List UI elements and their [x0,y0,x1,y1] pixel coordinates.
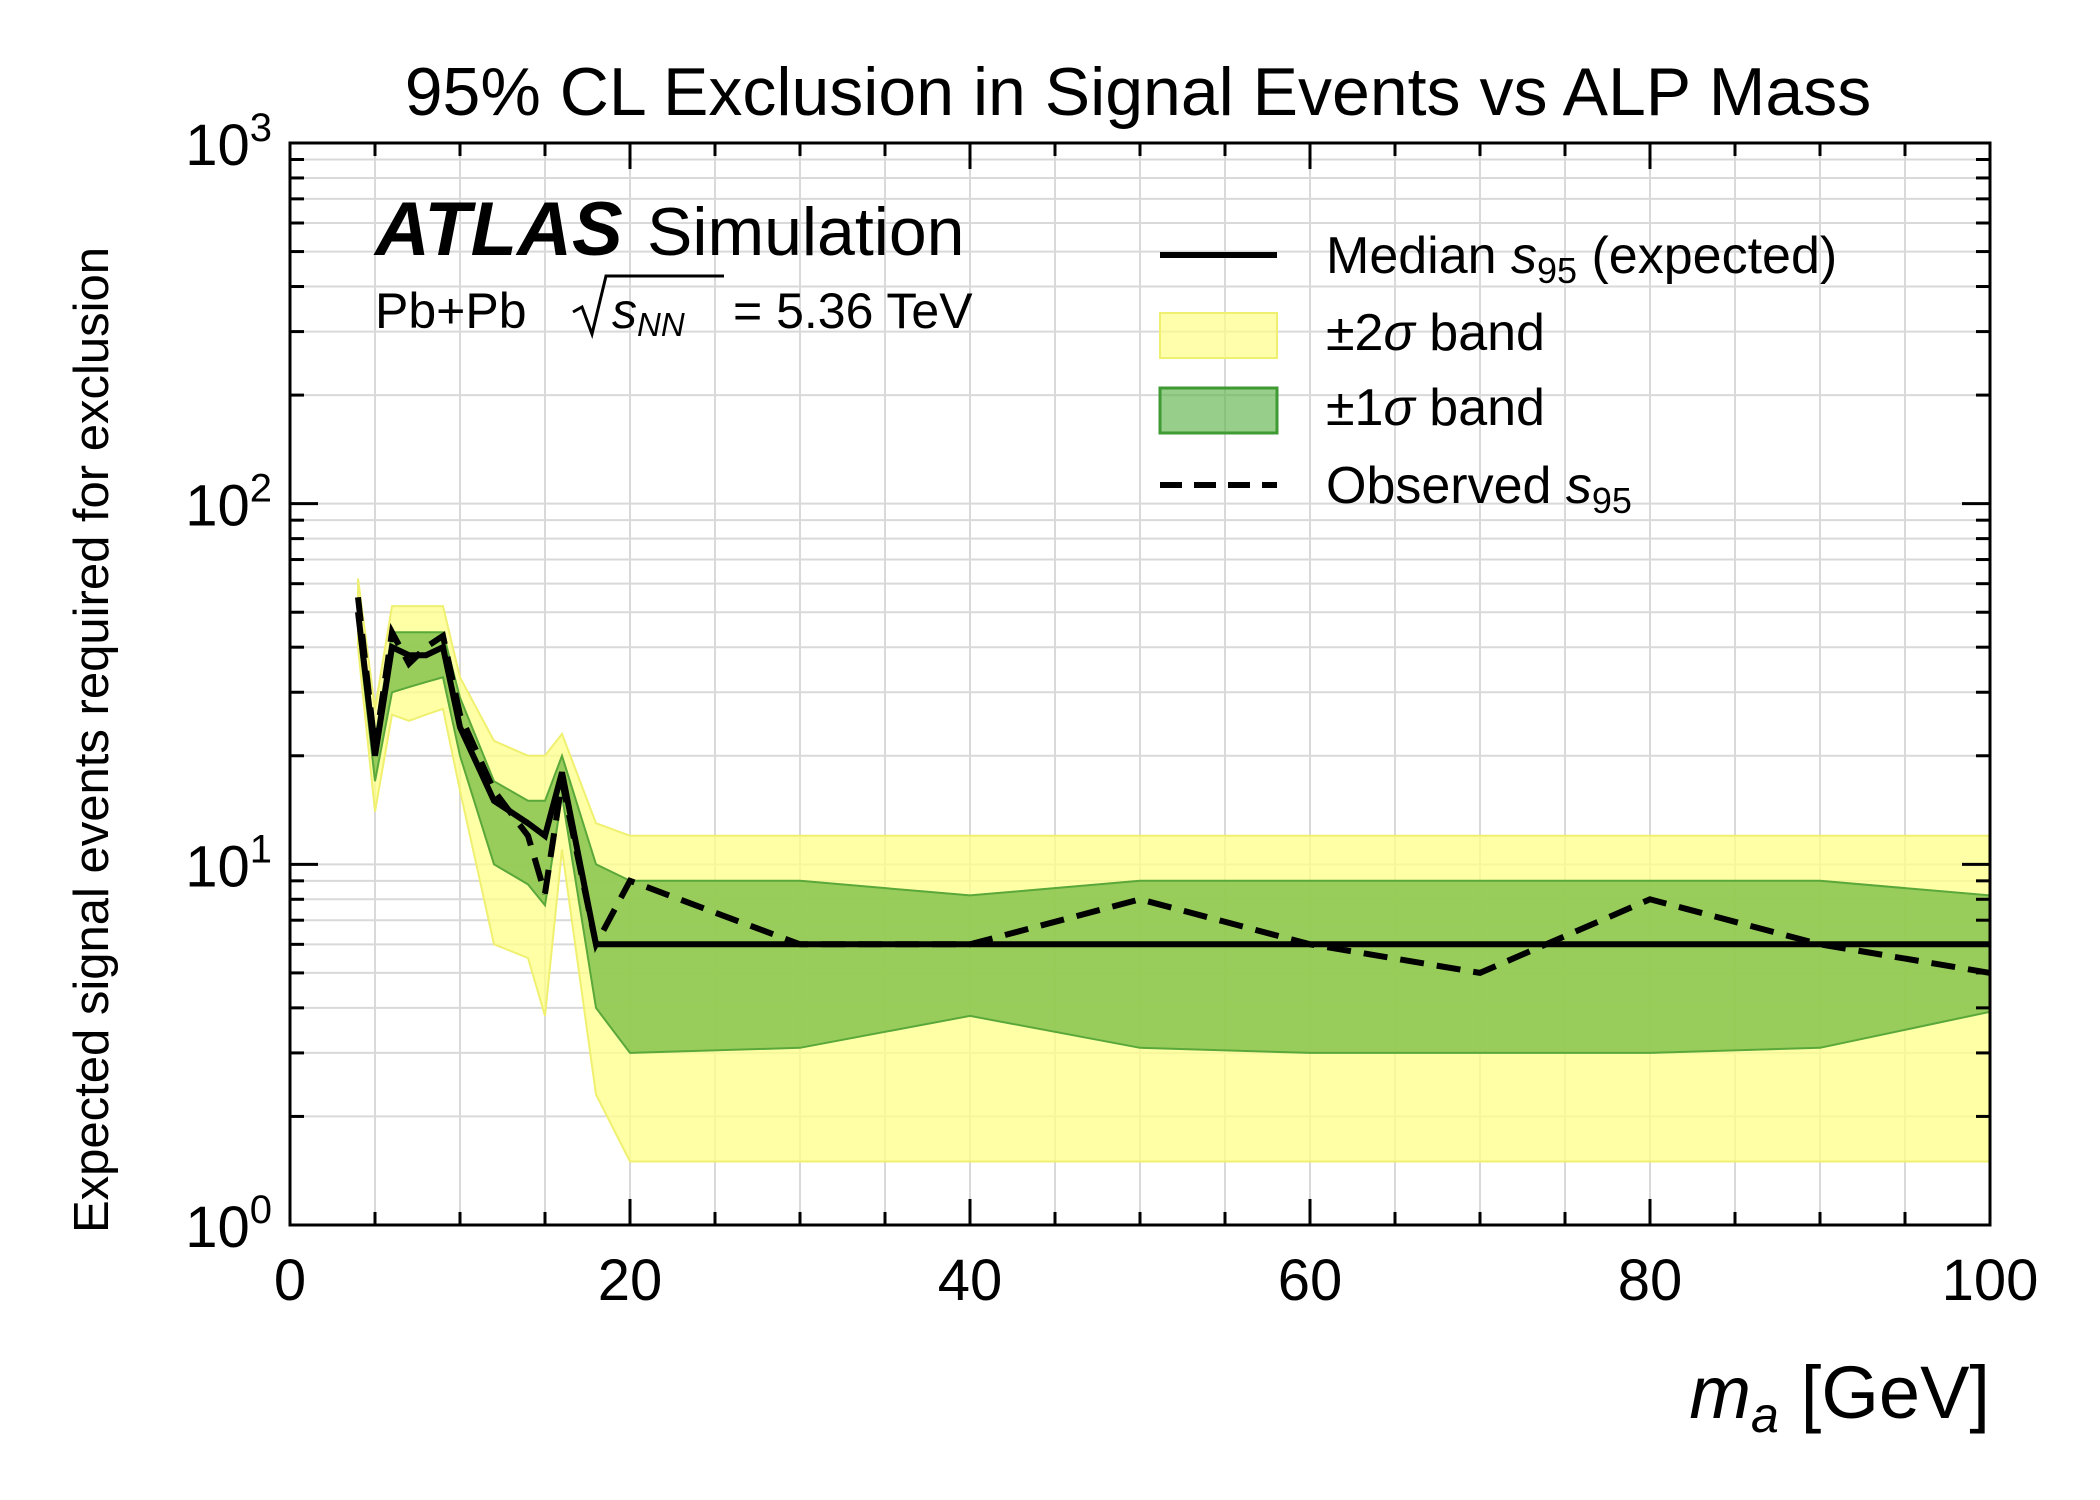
x-tick-label: 40 [938,1248,1003,1313]
axes: 0 20 40 60 80 100 100 101 102 103 [185,106,2038,1313]
observed-line [355,596,1991,977]
x-tick-label: 60 [1278,1248,1343,1313]
y-axis-label: Expected signal events required for excl… [65,247,119,1233]
legend-band2-swatch [1159,312,1278,359]
legend-band1-label: ±1σ band [1326,379,1545,437]
collision-energy-var: sNN [612,283,685,343]
x-tick-label: 20 [598,1248,663,1313]
x-tick-label: 0 [274,1248,306,1313]
legend-median-label: Median s95 (expected) [1326,227,1837,291]
legend-band2-label: ±2σ band [1326,304,1545,362]
plot-area: 0 20 40 60 80 100 100 101 102 103 [185,106,2038,1313]
x-tick-label: 80 [1618,1248,1683,1313]
atlas-simulation-label: Simulation [647,194,965,270]
legend: Median s95 (expected) ±2σ band ±1σ band … [1158,227,1837,521]
uncertainty-bands [357,578,1991,1163]
legend-band1-swatch [1158,386,1279,435]
collision-system: Pb+Pb [375,283,527,339]
chart-title: 95% CL Exclusion in Signal Events vs ALP… [405,54,1872,130]
sqrt-symbol-icon [572,274,724,340]
atlas-label: ATLAS Simulation [373,187,965,272]
x-axis-label: ma [GeV] [1689,1351,1990,1443]
y-tick-label: 103 [185,106,272,178]
y-tick-label: 101 [185,827,272,899]
atlas-wordmark: ATLAS [373,187,623,272]
x-tick-label: 100 [1942,1248,2039,1313]
y-tick-label: 102 [185,467,272,539]
collision-energy-value: = 5.36 TeV [733,283,973,339]
legend-observed-label: Observed s95 [1326,457,1632,521]
collision-label: Pb+Pb sNN = 5.36 TeV [375,274,973,343]
limit-lines [355,596,1991,977]
y-tick-label: 100 [185,1188,272,1260]
